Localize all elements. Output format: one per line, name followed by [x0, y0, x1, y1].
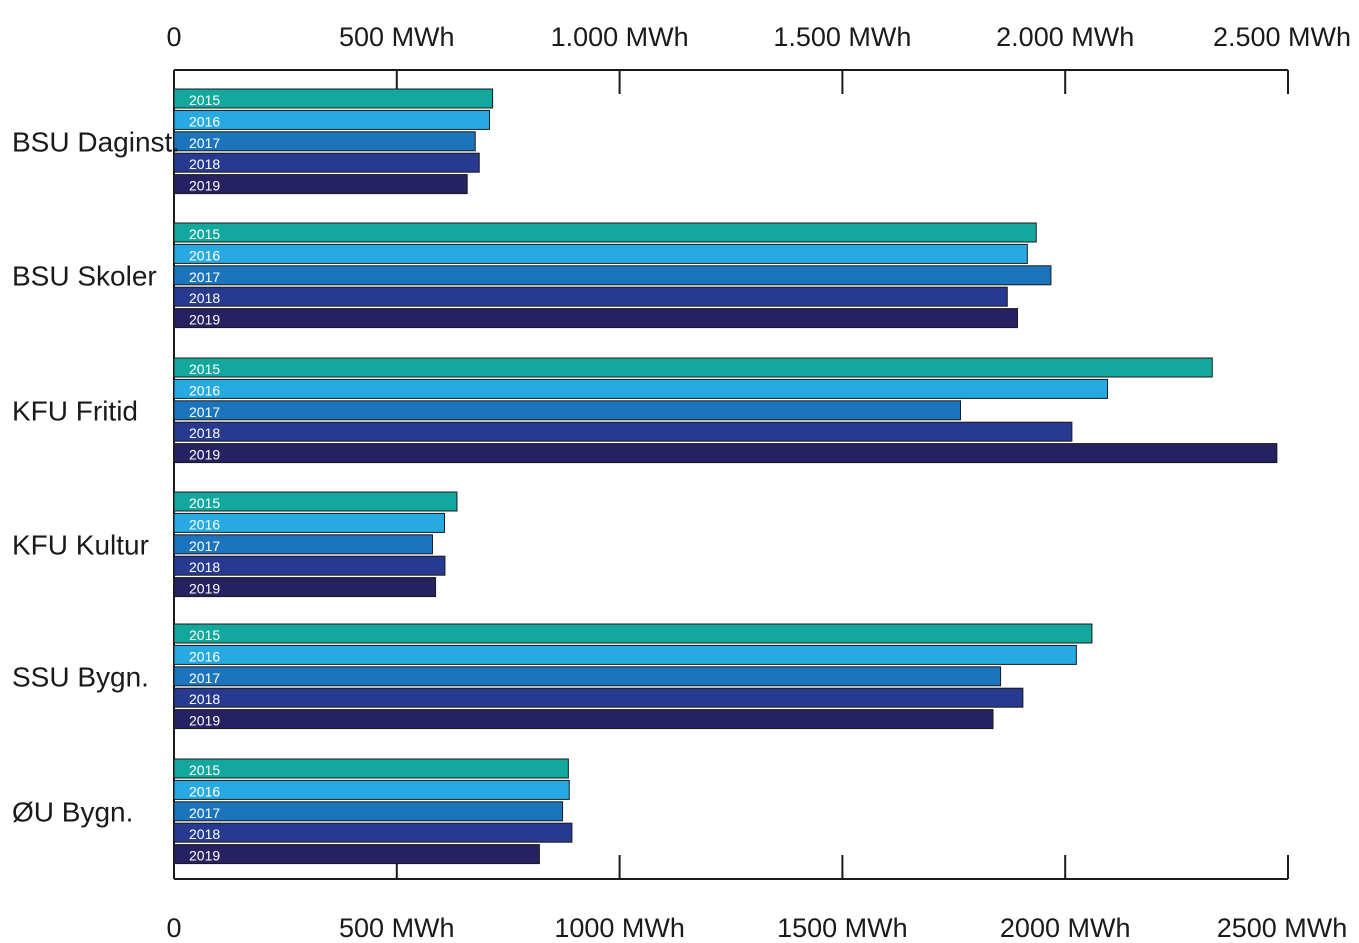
- top-tick-label: 1.500 MWh: [773, 22, 911, 52]
- bottom-tick-label: 2000 MWh: [1000, 913, 1131, 943]
- bar: [173, 687, 1024, 708]
- bar: [173, 534, 433, 555]
- bar-series-label: 2019: [189, 447, 220, 463]
- bar-series-label: 2018: [189, 691, 220, 707]
- bar-series-label: 2016: [189, 783, 220, 799]
- bar-series-label: 2017: [189, 404, 220, 420]
- bar: [173, 400, 961, 421]
- bar-series-label: 2015: [189, 627, 220, 643]
- bar-series-label: 2018: [189, 826, 220, 842]
- top-tick-label: 2.000 MWh: [996, 22, 1134, 52]
- category-label: ØU Bygn.: [12, 796, 133, 827]
- bar: [173, 378, 1109, 399]
- axes: [173, 69, 1289, 880]
- bar: [173, 174, 468, 195]
- bar-series-label: 2017: [189, 538, 220, 554]
- bar-series-label: 2017: [189, 135, 220, 151]
- bar: [173, 491, 458, 512]
- bar: [173, 131, 476, 152]
- bottom-tick-label: 500 MWh: [339, 913, 455, 943]
- bar-series-label: 2019: [189, 581, 220, 597]
- bar-series-label: 2017: [189, 805, 220, 821]
- bar: [173, 308, 1019, 329]
- labels: 0 0 500 MWh 500 MWh 1.000 MWh 1000 MWh 1.500 M…: [12, 22, 1351, 943]
- bar: [173, 577, 437, 598]
- category-label: BSU Skoler: [12, 260, 157, 291]
- bar: [173, 265, 1052, 286]
- bar-series-label: 2016: [189, 247, 220, 263]
- top-tick-label: 2.500 MWh: [1213, 22, 1351, 52]
- bar-series-label: 2015: [189, 495, 220, 511]
- bar-series-label: 2017: [189, 269, 220, 285]
- bar-series-label: 2019: [189, 713, 220, 729]
- bar: [173, 152, 480, 173]
- category-label: KFU Fritid: [12, 395, 138, 426]
- top-tick-label: 0: [166, 22, 181, 52]
- category-label: KFU Kultur: [12, 529, 149, 560]
- bar: [173, 758, 569, 779]
- bar: [173, 286, 1008, 307]
- bar: [173, 623, 1093, 644]
- bottom-tick-label: 0: [166, 913, 181, 943]
- category-label: BSU Daginst.: [12, 126, 180, 157]
- bar: [173, 88, 494, 109]
- bar-series-label: 2016: [189, 113, 220, 129]
- bar: [173, 512, 445, 533]
- bar: [173, 844, 540, 865]
- bar-series-label: 2019: [189, 178, 220, 194]
- bottom-tick-label: 2500 MWh: [1217, 913, 1348, 943]
- bar: [173, 109, 490, 130]
- bar: [173, 709, 994, 730]
- bar: [173, 801, 564, 822]
- bar: [173, 644, 1077, 665]
- bar-series-label: 2015: [189, 92, 220, 108]
- bottom-tick-label: 1500 MWh: [777, 913, 908, 943]
- bar-series-label: 2015: [189, 361, 220, 377]
- bar: [173, 666, 1002, 687]
- bar: [173, 421, 1073, 442]
- category-label: SSU Bygn.: [12, 661, 149, 692]
- bar-series-label: 2015: [189, 762, 220, 778]
- bar-series-label: 2017: [189, 670, 220, 686]
- bar-series-label: 2015: [189, 226, 220, 242]
- bars: [173, 88, 1278, 865]
- bar-series-label: 2016: [189, 382, 220, 398]
- bar: [173, 555, 446, 576]
- bar-series-label: 2016: [189, 648, 220, 664]
- top-tick-label: 500 MWh: [339, 22, 455, 52]
- bar-series-label: 2019: [189, 848, 220, 864]
- bar-series-label: 2019: [189, 312, 220, 328]
- bar: [173, 779, 570, 800]
- bar: [173, 822, 573, 843]
- bottom-tick-label: 1000 MWh: [554, 913, 685, 943]
- bar: [173, 357, 1213, 378]
- bar: [173, 243, 1028, 264]
- bar-series-label: 2016: [189, 516, 220, 532]
- bar-series-label: 2018: [189, 156, 220, 172]
- bar-series-label: 2018: [189, 425, 220, 441]
- bar: [173, 222, 1037, 243]
- bar-series-label: 2018: [189, 290, 220, 306]
- top-tick-label: 1.000 MWh: [551, 22, 689, 52]
- bar: [173, 443, 1278, 464]
- bar-series-label: 2018: [189, 559, 220, 575]
